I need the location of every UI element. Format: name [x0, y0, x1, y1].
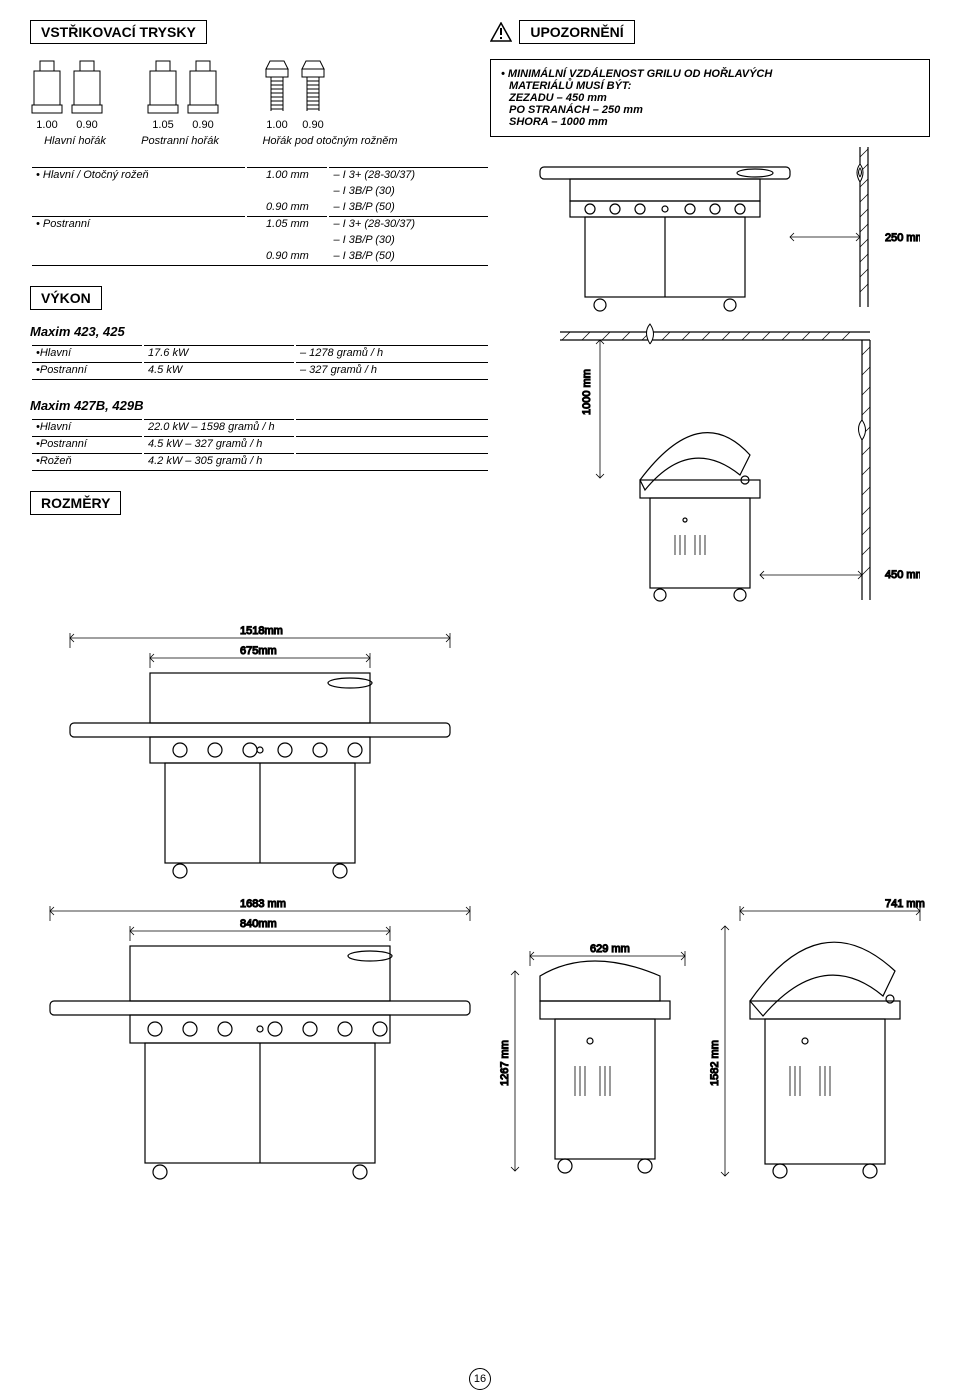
clearance-front-diagram: 250 mm [490, 147, 930, 320]
table-row: •Hlavní17.6 kW– 1278 gramů / h [32, 345, 488, 360]
clearance-side-diagram: 1000 mm 450 mm [490, 320, 930, 613]
dim-840: 840mm [240, 918, 277, 930]
nozzles-title: VSTŘIKOVACÍ TRYSKY [30, 20, 207, 44]
dim-675: 675mm [240, 645, 277, 657]
table-row: •Postranní4.5 kW– 327 gramů / h [32, 362, 488, 377]
table-row: • Hlavní / Otočný rožeň1.00 mm– I 3+ (28… [32, 167, 488, 182]
perf2-table: •Hlavní22.0 kW – 1598 gramů / h •Postrann… [30, 417, 490, 475]
nozzle-4: 0.90 [186, 59, 220, 131]
warning-box: • MINIMÁLNÍ VZDÁLENOST GRILU OD HOŘLAVÝC… [490, 59, 930, 137]
warn-line1: • MINIMÁLNÍ VZDÁLENOST GRILU OD HOŘLAVÝC… [501, 68, 919, 80]
warn-line5: SHORA – 1000 mm [501, 116, 919, 128]
burner-label-rot: Hořák pod otočným rožněm [240, 135, 420, 147]
perf1-table: •Hlavní17.6 kW– 1278 gramů / h •Postranní… [30, 343, 490, 384]
nozzle-5: 1.00 [262, 59, 292, 131]
warn-line2: MATERIÁLŮ MUSÍ BÝT: [501, 80, 919, 92]
nozzle-4-value: 0.90 [192, 119, 213, 131]
nozzle-6-value: 0.90 [302, 119, 323, 131]
dim-1683: 1683 mm [240, 898, 286, 910]
dim-250: 250 mm [885, 232, 920, 244]
spec-table: • Hlavní / Otočný rožeň1.00 mm– I 3+ (28… [30, 165, 490, 270]
front-dim-drawing-1: 1518mm 675mm [30, 623, 930, 886]
front-dim-drawing-2: 1683 mm 840mm [30, 896, 490, 1239]
dim-1267: 1267 mm [499, 1040, 511, 1086]
dim-629: 629 mm [590, 943, 630, 955]
nozzle-1: 1.00 [30, 59, 64, 131]
nozzle-6: 0.90 [298, 59, 328, 131]
table-row: • Postranní1.05 mm– I 3+ (28-30/37) [32, 216, 488, 231]
dim-741: 741 mm [885, 898, 925, 910]
page-number: 16 [469, 1368, 491, 1390]
table-row: – I 3B/P (30) [32, 184, 488, 198]
side-dim-drawings: 741 mm 629 mm [490, 896, 930, 1239]
table-row: 0.90 mm– I 3B/P (50) [32, 249, 488, 263]
dim-450: 450 mm [885, 569, 920, 581]
warning-icon [490, 22, 512, 45]
table-row: – I 3B/P (30) [32, 233, 488, 247]
output-title: VÝKON [30, 286, 102, 310]
warn-line3: ZEZADU – 450 mm [501, 92, 919, 104]
burner-label-main: Hlavní hořák [30, 135, 120, 147]
nozzle-1-value: 1.00 [36, 119, 57, 131]
dim-1518: 1518mm [240, 625, 283, 637]
table-row: •Rožeň4.2 kW – 305 gramů / h [32, 453, 488, 468]
nozzle-2-value: 0.90 [76, 119, 97, 131]
dimensions-title: ROZMĚRY [30, 491, 121, 515]
warning-title: UPOZORNĚNÍ [519, 20, 634, 44]
table-row: •Postranní4.5 kW – 327 gramů / h [32, 436, 488, 451]
dim-1582: 1582 mm [709, 1040, 721, 1086]
nozzle-3: 1.05 [146, 59, 180, 131]
nozzle-3-value: 1.05 [152, 119, 173, 131]
perf2-title: Maxim 427B, 429B [30, 398, 490, 413]
table-row: 0.90 mm– I 3B/P (50) [32, 200, 488, 214]
table-row: •Hlavní22.0 kW – 1598 gramů / h [32, 419, 488, 434]
warn-line4: PO STRANÁCH – 250 mm [501, 104, 919, 116]
nozzle-2: 0.90 [70, 59, 104, 131]
burner-label-side: Postranní hořák [120, 135, 240, 147]
perf1-title: Maxim 423, 425 [30, 324, 490, 339]
dim-1000: 1000 mm [581, 369, 593, 415]
nozzle-5-value: 1.00 [266, 119, 287, 131]
